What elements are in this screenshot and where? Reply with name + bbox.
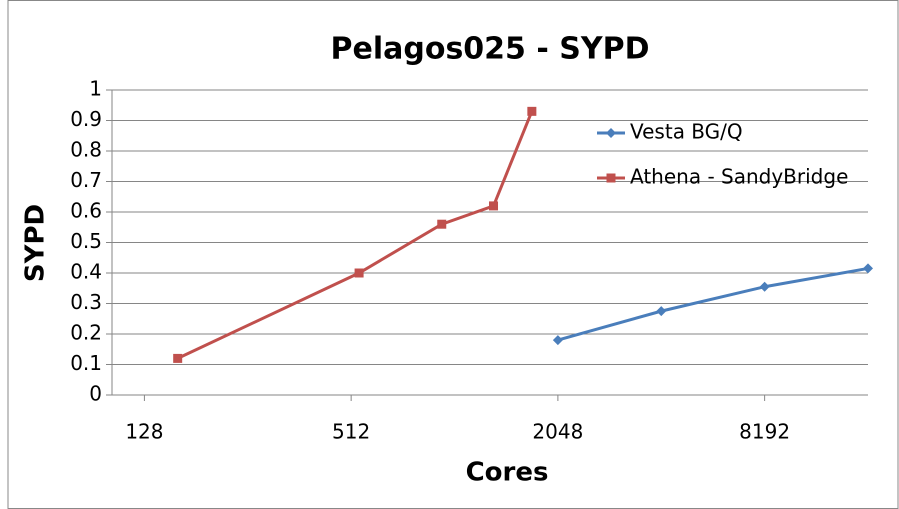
point: [863, 263, 873, 274]
point: [437, 219, 447, 229]
x-axis-label: Cores: [466, 458, 549, 488]
point: [552, 335, 563, 346]
x-tick-label: 2048: [532, 420, 583, 444]
legend-marker: [606, 173, 616, 183]
point: [489, 201, 499, 211]
y-tick-label: 0.6: [70, 199, 102, 223]
point: [759, 281, 770, 292]
line: [557, 266, 869, 342]
chart-border: [7, 0, 899, 509]
point: [656, 306, 667, 317]
y-tick-label: 1: [89, 77, 102, 101]
y-tick-label: 0: [89, 382, 102, 406]
point: [354, 268, 364, 278]
legend-label: Athena - SandyBridge: [630, 165, 848, 189]
point: [527, 106, 537, 116]
point: [173, 353, 183, 363]
x-tick-label: 8192: [739, 420, 790, 444]
y-axis-label: SYPD: [21, 204, 51, 282]
legend-label: Vesta BG/Q: [630, 120, 743, 144]
legend-marker: [606, 128, 616, 138]
y-tick-label: 0.5: [70, 229, 102, 253]
chart-title: Pelagos025 - SYPD: [331, 32, 650, 67]
x-tick-label: 128: [125, 420, 163, 444]
y-tick-label: 0.1: [70, 351, 102, 375]
y-tick-label: 0.4: [70, 260, 102, 284]
x-tick-label: 512: [332, 420, 370, 444]
y-tick-label: 0.8: [70, 138, 102, 162]
y-tick-label: 0.9: [70, 107, 102, 131]
y-tick-label: 0.7: [70, 168, 102, 192]
y-tick-label: 0.2: [70, 321, 102, 345]
y-tick-label: 0.3: [70, 290, 102, 314]
